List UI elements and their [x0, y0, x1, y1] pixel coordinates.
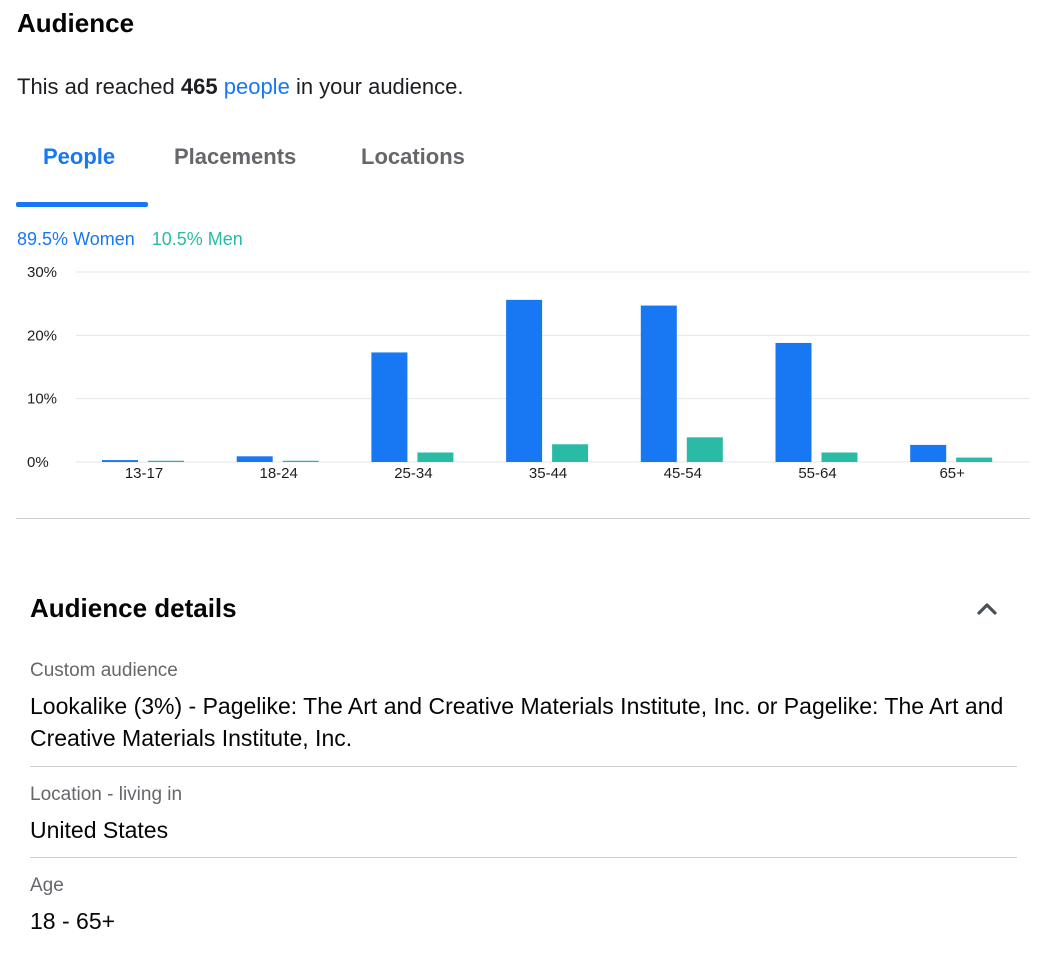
reach-summary: This ad reached 465 people in your audie… [17, 74, 464, 100]
age-gender-bar-chart: 0% 10% 20% 30% 13-17 18-24 25-34 35-44 45-54 55-6… [27, 264, 1030, 482]
y-tick-label: 0% [27, 454, 49, 471]
reach-count: 465 [180, 74, 218, 99]
tab-placements[interactable]: Placements [174, 144, 297, 169]
tab-people[interactable]: People [43, 144, 116, 169]
detail-label: Age [30, 875, 64, 896]
audience-details-title: Audience details [30, 593, 237, 623]
bar-women [371, 352, 408, 462]
bar-men [148, 460, 184, 462]
tab-locations[interactable]: Locations [361, 144, 465, 169]
x-tick-label: 13-17 [125, 465, 163, 482]
audience-tabs: People Placements Locations [16, 140, 576, 208]
bar-men [686, 437, 723, 462]
detail-location: Location - living in United States [30, 784, 1017, 846]
reach-prefix: This ad reached [17, 74, 175, 99]
x-tick-label: 35-44 [529, 465, 567, 482]
x-tick-label: 65+ [939, 465, 965, 482]
chart-divider [16, 518, 1030, 519]
bar-men [417, 452, 454, 462]
detail-custom-audience: Custom audience Lookalike (3%) - Pagelik… [30, 660, 1017, 754]
x-tick-label: 45-54 [664, 465, 702, 482]
detail-label: Custom audience [30, 660, 178, 681]
bar-women [910, 444, 947, 462]
people-link[interactable]: people [223, 74, 290, 99]
detail-value: Lookalike (3%) - Pagelike: The Art and C… [30, 693, 1004, 751]
bar-men [552, 444, 589, 462]
collapse-button[interactable] [970, 594, 1004, 624]
x-tick-label: 18-24 [260, 465, 298, 482]
detail-value: 18 - 65+ [30, 908, 116, 934]
bar-women [102, 460, 138, 462]
bar-women [640, 305, 677, 462]
bar-men [282, 460, 319, 462]
bar-men [956, 457, 993, 462]
legend-men: 10.5% Men [151, 229, 243, 249]
chevron-up-icon [977, 603, 997, 615]
detail-age: Age 18 - 65+ [30, 875, 1017, 937]
audience-title: Audience [17, 8, 135, 38]
detail-label: Location - living in [30, 784, 183, 805]
legend-women: 89.5% Women [17, 229, 135, 249]
active-tab-indicator [16, 202, 148, 207]
bar-women [236, 456, 273, 462]
bar-women [506, 299, 543, 462]
detail-separator [30, 766, 1017, 767]
detail-separator [30, 857, 1017, 858]
x-tick-label: 55-64 [798, 465, 836, 482]
y-tick-label: 10% [27, 391, 57, 408]
y-tick-label: 20% [27, 327, 57, 344]
detail-value: United States [30, 817, 169, 843]
gender-legend: 89.5% Women 10.5% Men [17, 229, 243, 250]
y-tick-label: 30% [27, 264, 57, 281]
bar-women [775, 342, 812, 462]
reach-suffix: in your audience. [295, 74, 464, 99]
x-tick-label: 25-34 [394, 465, 432, 482]
bar-men [821, 452, 858, 462]
